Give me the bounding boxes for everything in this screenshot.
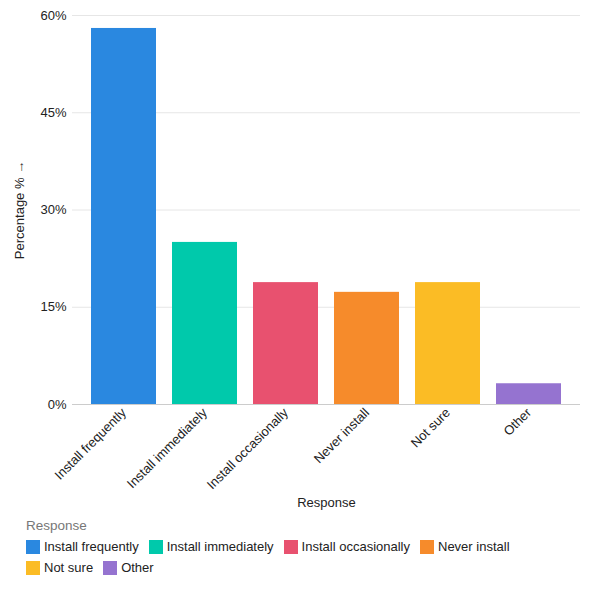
svg-text:Response: Response: [297, 495, 356, 510]
svg-text:15%: 15%: [40, 299, 66, 314]
svg-text:Never install: Never install: [311, 405, 372, 466]
html-text:Install immediately: Install immediately: [166, 539, 274, 554]
svg-text:45%: 45%: [40, 105, 66, 120]
svg-text:Percentage % →: Percentage % →: [12, 161, 27, 259]
html-text:Install occasionally: Install occasionally: [301, 539, 410, 554]
html-text:Never install: Never install: [438, 539, 510, 554]
svg-text:Install frequently: Install frequently: [52, 405, 130, 483]
svg-text:Not sure: Not sure: [408, 405, 453, 450]
html-text:Other: Other: [121, 560, 154, 575]
svg-text:30%: 30%: [40, 202, 66, 217]
html-text:Response: Response: [26, 518, 87, 533]
svg-text:Other: Other: [500, 404, 534, 438]
svg-text:Install immediately: Install immediately: [124, 405, 211, 492]
svg-text:Install occasionally: Install occasionally: [204, 405, 292, 493]
svg-text:60%: 60%: [40, 8, 66, 23]
html-text:Not sure: Not sure: [44, 560, 94, 575]
html-text:Install frequently: Install frequently: [44, 539, 139, 554]
svg-text:0%: 0%: [48, 397, 67, 412]
